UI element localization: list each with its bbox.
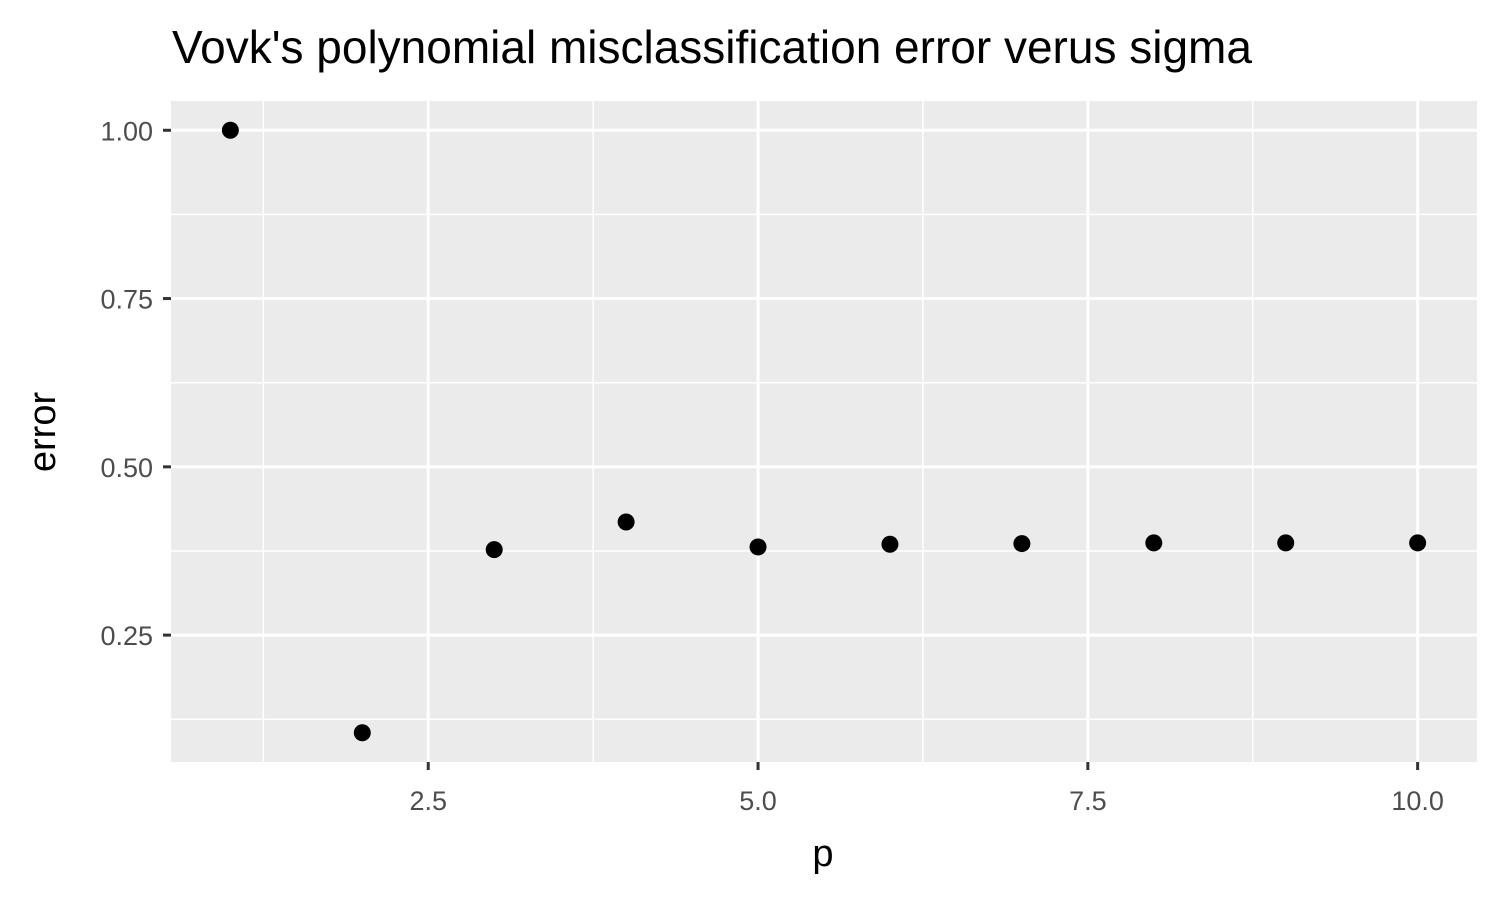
x-tick-label: 5.0 xyxy=(739,786,777,816)
y-tick-label: 1.00 xyxy=(100,116,153,146)
data-points xyxy=(221,121,1427,742)
data-point xyxy=(221,121,239,139)
plot-panel xyxy=(171,101,1477,762)
minor-gridlines xyxy=(171,101,1477,762)
data-point xyxy=(1409,534,1427,552)
x-axis-title: p xyxy=(812,833,833,875)
data-point xyxy=(617,513,635,531)
data-point xyxy=(1145,534,1163,552)
chart-title: Vovk's polynomial misclassification erro… xyxy=(172,21,1252,73)
data-point xyxy=(1013,535,1031,553)
data-point xyxy=(881,535,899,553)
major-gridlines xyxy=(171,101,1477,762)
x-axis: 2.5 5.0 7.5 10.0 xyxy=(409,762,1444,816)
data-point xyxy=(485,541,503,559)
data-point xyxy=(749,538,767,556)
y-tick-label: 0.25 xyxy=(100,621,153,651)
x-tick-label: 2.5 xyxy=(409,786,447,816)
x-tick-label: 10.0 xyxy=(1391,786,1444,816)
y-tick-label: 0.75 xyxy=(100,285,153,315)
y-tick-label: 0.50 xyxy=(100,453,153,483)
data-point xyxy=(1277,534,1295,552)
x-tick-label: 7.5 xyxy=(1069,786,1107,816)
y-axis: 0.25 0.50 0.75 1.00 xyxy=(100,116,171,651)
y-axis-title: error xyxy=(22,392,64,473)
data-point xyxy=(353,724,371,742)
